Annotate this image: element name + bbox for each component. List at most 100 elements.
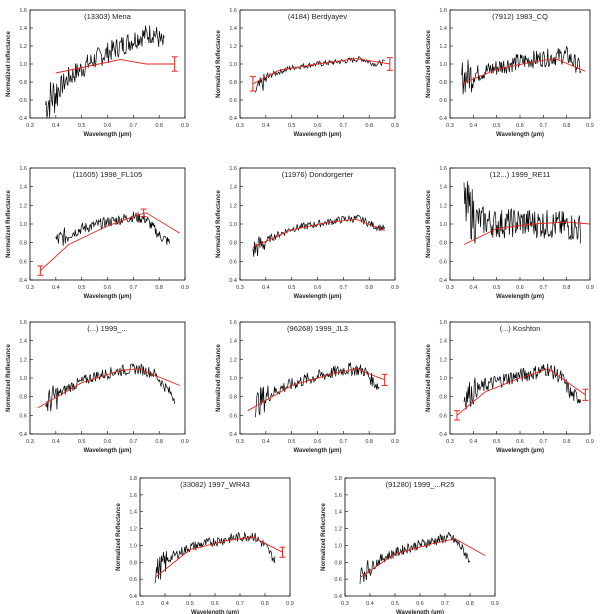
- model-fit-line: [456, 368, 586, 416]
- spectrum-panel: (7912) 1983_CQ0.3 0.4 0.5 0.6 0.7 0.8 0.90.40.…: [426, 8, 594, 138]
- y-tick-label: 0.4: [19, 278, 27, 284]
- x-tick-label: 0.8: [365, 123, 373, 129]
- y-tick-label: 1.2: [19, 357, 27, 363]
- x-tick-label: 0.8: [563, 285, 571, 291]
- x-tick-label: 0.9: [586, 285, 594, 291]
- model-fit-line: [154, 536, 283, 578]
- model-fit-line: [461, 58, 586, 85]
- y-tick-label: 1.8: [129, 476, 137, 482]
- x-tick-label: 0.8: [365, 285, 373, 291]
- x-tick-label: 0.3: [446, 439, 454, 445]
- plot-frame: [29, 167, 186, 281]
- x-tick-label: 0.5: [288, 285, 296, 291]
- model-fit-line: [463, 221, 591, 245]
- x-tick-label: 0.3: [236, 439, 244, 445]
- x-tick-label: 0.9: [491, 601, 499, 607]
- y-tick-label: 1.0: [229, 62, 237, 68]
- x-tick-label: 0.8: [155, 439, 163, 445]
- spectrum-line: [255, 55, 385, 93]
- spectrum-line: [359, 531, 471, 584]
- x-tick-label: 0.7: [340, 285, 348, 291]
- x-tick-label: 0.7: [130, 439, 138, 445]
- x-axis-label: Wavelength (µm): [396, 610, 444, 614]
- y-tick-label: 1.4: [229, 339, 237, 345]
- y-tick-label: 1.2: [439, 44, 447, 50]
- x-tick-label: 0.4: [470, 439, 478, 445]
- x-axis-label: Wavelength (µm): [496, 294, 544, 300]
- y-tick-label: 1.0: [129, 543, 137, 549]
- spectrum-line: [55, 211, 170, 246]
- y-axis-label: Normalized Reflectance: [426, 189, 432, 257]
- x-tick-label: 0.6: [516, 123, 524, 129]
- x-tick-label: 0.7: [340, 439, 348, 445]
- x-axis-label: Wavelength (µm): [294, 448, 342, 454]
- y-tick-label: 0.8: [19, 241, 27, 247]
- y-tick-label: 0.6: [439, 413, 447, 419]
- panel-title: (12...) 1999_RE11: [490, 170, 551, 179]
- x-tick-label: 0.6: [104, 285, 112, 291]
- x-tick-label: 0.4: [52, 439, 60, 445]
- x-tick-label: 0.9: [391, 439, 399, 445]
- spectrum-line: [45, 25, 165, 119]
- y-tick-label: 0.8: [229, 80, 237, 86]
- spectrum-line: [463, 363, 582, 410]
- x-tick-label: 0.9: [391, 285, 399, 291]
- x-tick-label: 0.6: [516, 439, 524, 445]
- y-tick-label: 1.2: [229, 44, 237, 50]
- y-tick-label: 0.6: [439, 98, 447, 104]
- y-tick-label: 1.2: [129, 527, 137, 533]
- x-tick-label: 0.7: [340, 123, 348, 129]
- spectrum-line: [252, 214, 386, 257]
- y-tick-label: 1.6: [439, 320, 447, 326]
- x-tick-label: 0.6: [516, 285, 524, 291]
- y-tick-label: 1.4: [439, 185, 447, 191]
- y-tick-label: 1.6: [439, 8, 447, 14]
- model-fit-line: [39, 212, 181, 272]
- x-tick-label: 0.8: [365, 439, 373, 445]
- x-tick-label: 0.9: [586, 123, 594, 129]
- y-axis-label: Normalized Reflectance: [321, 502, 327, 570]
- x-tick-label: 0.5: [493, 285, 501, 291]
- y-tick-label: 1.6: [229, 166, 237, 172]
- y-tick-label: 0.6: [19, 259, 27, 265]
- y-tick-label: 0.8: [439, 80, 447, 86]
- panel-title: (...) 1999_...: [87, 324, 127, 333]
- panel-title: (11605) 1998_FL105: [73, 170, 143, 179]
- panel-title: (7912) 1983_CQ: [492, 12, 548, 21]
- x-tick-label: 0.8: [466, 601, 474, 607]
- y-axis-label: Normalized Reflectance: [6, 343, 12, 411]
- y-tick-label: 1.4: [19, 339, 27, 345]
- model-fit-line: [37, 368, 180, 409]
- x-axis-label: Wavelength (µm): [84, 294, 132, 300]
- y-tick-label: 1.4: [19, 26, 27, 32]
- y-tick-label: 1.2: [229, 357, 237, 363]
- y-tick-label: 0.6: [129, 577, 137, 583]
- y-tick-label: 0.6: [19, 98, 27, 104]
- y-tick-label: 1.4: [334, 510, 342, 516]
- panel-title: (11976) Dondorgerter: [282, 170, 354, 179]
- y-tick-label: 1.6: [129, 493, 137, 499]
- x-tick-label: 0.3: [446, 285, 454, 291]
- plot-frame: [139, 477, 291, 597]
- panel-title: (4184) Berdyayev: [288, 12, 347, 21]
- x-tick-label: 0.4: [470, 123, 478, 129]
- y-tick-label: 1.4: [439, 26, 447, 32]
- x-tick-label: 0.4: [52, 285, 60, 291]
- x-tick-label: 0.6: [104, 123, 112, 129]
- y-tick-label: 1.2: [439, 203, 447, 209]
- y-tick-label: 0.8: [19, 395, 27, 401]
- y-axis-label: Normalized Reflectance: [216, 189, 222, 257]
- y-tick-label: 0.6: [334, 577, 342, 583]
- x-tick-label: 0.8: [563, 123, 571, 129]
- x-tick-label: 0.7: [130, 285, 138, 291]
- y-tick-label: 1.0: [334, 543, 342, 549]
- y-tick-label: 1.0: [439, 62, 447, 68]
- x-tick-label: 0.8: [155, 285, 163, 291]
- x-tick-label: 0.9: [181, 285, 189, 291]
- panel-title: (...) Koshton: [500, 324, 541, 333]
- y-axis-label: Normalized Reflectance: [426, 29, 432, 97]
